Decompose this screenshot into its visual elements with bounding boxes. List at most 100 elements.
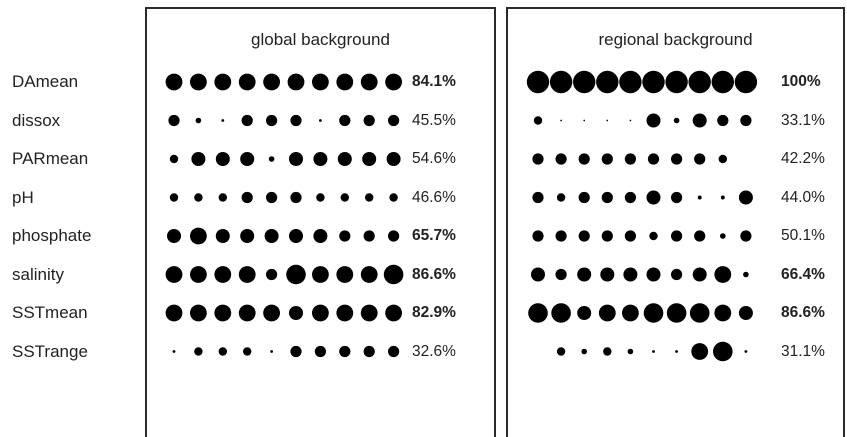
- global-dot: [240, 229, 255, 243]
- global-dot: [238, 266, 256, 283]
- regional-dot: [555, 230, 567, 242]
- regional-dot: [717, 114, 729, 127]
- regional-dot: [549, 70, 573, 94]
- regional-dot: [532, 191, 544, 204]
- global-dot: [363, 230, 375, 242]
- regional-dot: [714, 304, 732, 322]
- regional-dot: [697, 195, 702, 200]
- global-dot: [319, 119, 322, 122]
- global-dot: [190, 266, 207, 283]
- global-dot: [388, 230, 400, 242]
- regional-dot: [738, 190, 753, 205]
- regional-dot: [692, 267, 707, 282]
- regional-dot: [652, 350, 655, 353]
- global-dot: [389, 193, 398, 202]
- global-dot: [194, 347, 203, 356]
- regional-dot: [688, 70, 711, 94]
- global-dot: [214, 266, 232, 283]
- regional-dot: [694, 230, 706, 242]
- global-dot: [312, 304, 329, 322]
- global-dot: [172, 350, 176, 353]
- global-dot: [241, 191, 253, 204]
- regional-percentage: 66.4%: [781, 265, 825, 283]
- global-dot: [289, 306, 303, 320]
- global-percentage: 54.6%: [412, 150, 456, 167]
- global-dot: [363, 114, 375, 127]
- regional-dot: [606, 119, 609, 122]
- global-panel: global background: [145, 7, 496, 437]
- regional-dot: [531, 267, 545, 282]
- regional-dot: [596, 70, 619, 94]
- global-dot: [386, 152, 401, 166]
- regional-percentage: 42.2%: [781, 150, 825, 167]
- global-dot: [336, 304, 354, 322]
- regional-dot: [647, 153, 660, 165]
- global-dot: [365, 193, 374, 202]
- global-dot: [336, 266, 354, 283]
- regional-dot: [526, 70, 550, 94]
- regional-dot: [643, 303, 664, 323]
- global-dot: [336, 73, 354, 91]
- regional-dot: [711, 70, 734, 94]
- regional-dot: [601, 191, 613, 204]
- global-percentage: 46.6%: [412, 188, 456, 206]
- global-dot: [290, 114, 302, 127]
- row-label: SSTrange: [12, 341, 88, 361]
- global-dot: [270, 350, 273, 353]
- regional-dot: [556, 193, 566, 202]
- regional-dot: [622, 304, 639, 322]
- regional-dot: [714, 266, 732, 283]
- global-percentage: 82.9%: [412, 304, 456, 321]
- regional-dot: [671, 268, 683, 281]
- regional-dot: [675, 350, 678, 353]
- regional-panel-title: regional background: [598, 30, 753, 49]
- global-dot: [388, 345, 400, 358]
- global-dot: [191, 152, 206, 166]
- global-dot: [266, 114, 278, 127]
- regional-dot: [743, 271, 749, 278]
- regional-dot: [560, 119, 562, 122]
- global-dot: [313, 229, 328, 243]
- global-dot: [215, 229, 230, 243]
- regional-dot: [578, 153, 590, 165]
- regional-dot: [624, 153, 637, 165]
- regional-dot: [555, 268, 567, 281]
- global-dot: [165, 304, 183, 322]
- global-dot: [238, 73, 256, 91]
- global-dot: [238, 304, 256, 322]
- global-dot: [168, 114, 180, 127]
- global-dot: [286, 264, 306, 285]
- regional-dot: [619, 70, 642, 94]
- regional-dot: [577, 306, 592, 320]
- regional-dot: [532, 153, 544, 165]
- row-label: DAmean: [12, 72, 79, 91]
- regional-dot: [603, 347, 612, 356]
- global-dot: [363, 345, 375, 358]
- regional-dot: [629, 119, 632, 122]
- global-dot: [339, 345, 351, 358]
- regional-dot: [692, 113, 707, 128]
- regional-dot: [583, 119, 586, 122]
- regional-dot: [623, 267, 638, 282]
- regional-percentage: 44.0%: [781, 188, 825, 206]
- regional-dot: [601, 153, 613, 165]
- global-dot: [190, 73, 207, 91]
- global-dot: [218, 347, 227, 356]
- regional-panel: regional background: [506, 7, 845, 437]
- regional-dot: [666, 303, 687, 323]
- global-dot: [340, 193, 349, 202]
- regional-dot: [646, 113, 661, 128]
- regional-percentage: 50.1%: [781, 227, 825, 244]
- regional-dot: [646, 267, 661, 282]
- global-dot: [266, 268, 278, 281]
- global-dot: [194, 193, 203, 202]
- regional-dot: [642, 70, 665, 94]
- regional-dot: [528, 303, 548, 323]
- regional-dot: [738, 306, 753, 320]
- global-dot: [264, 229, 279, 243]
- regional-dot: [740, 114, 752, 127]
- regional-dot: [573, 70, 596, 94]
- global-dot: [337, 152, 352, 166]
- global-dot: [360, 73, 378, 91]
- global-percentage: 84.1%: [412, 73, 456, 90]
